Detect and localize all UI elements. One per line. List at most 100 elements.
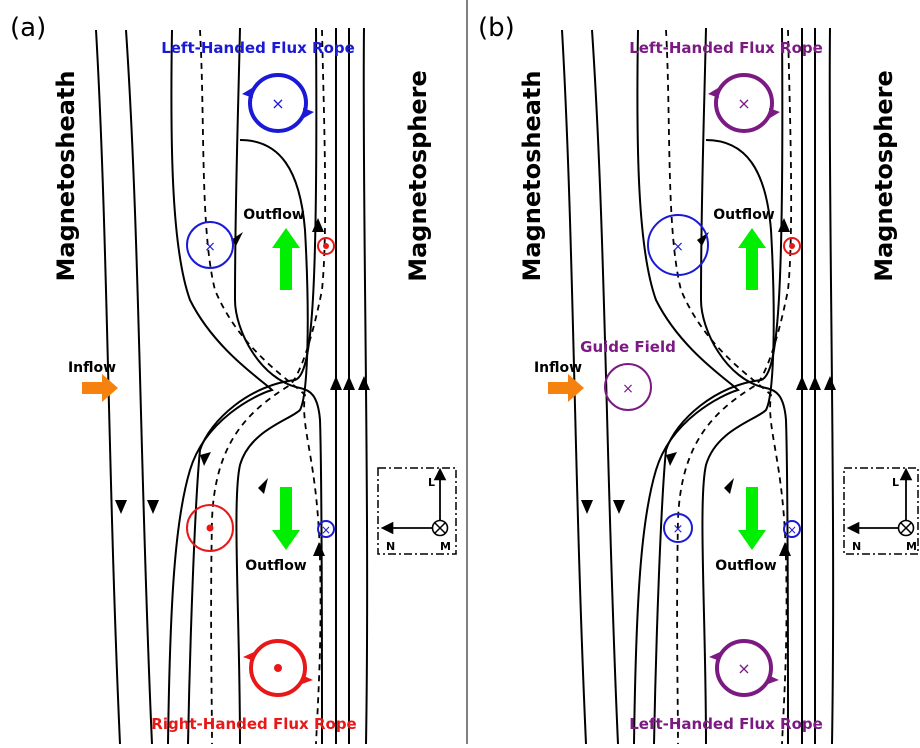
rope-rotation-arrow: [708, 88, 719, 98]
m-axis-cross: [434, 522, 446, 534]
reconnected-field-line: [187, 27, 318, 745]
flux-rope-circle: [714, 73, 774, 133]
reconnected-field-line: [653, 27, 784, 745]
field-arrow: [258, 478, 268, 494]
rope-rotation-arrow: [302, 675, 313, 684]
magnetosheath-label: Magnetosheath: [52, 71, 80, 282]
field-arrow: [796, 376, 808, 390]
field-arrow: [200, 452, 211, 466]
cross-symbol: ×: [204, 239, 216, 255]
cross-symbol: ×: [737, 659, 750, 678]
outflow-arrow-up: [272, 228, 300, 290]
current-circle: [783, 237, 801, 255]
separatrix: [199, 29, 322, 745]
field-line: [591, 29, 619, 745]
field-line: [362, 27, 369, 745]
rope-rotation-arrow: [242, 88, 253, 98]
m-axis-label: M: [906, 540, 917, 553]
flux-rope-circle: [248, 73, 308, 133]
top-rope-label: Left-Handed Flux Rope: [629, 39, 823, 57]
reconnected-field-line: [235, 139, 309, 745]
panel-label: (a): [10, 13, 46, 43]
current-circle: [186, 221, 234, 269]
guide-field-circle: [604, 363, 652, 411]
separatrix: [665, 29, 788, 745]
panel-a: (a) × Left-Handed Flux Rope: [10, 13, 457, 745]
cross-symbol: ×: [787, 523, 797, 537]
top-rope-label: Left-Handed Flux Rope: [161, 39, 355, 57]
current-circle: [783, 520, 801, 538]
rope-rotation-arrow: [243, 652, 254, 661]
inflow-label: Inflow: [534, 360, 582, 376]
field-arrow: [824, 376, 836, 390]
cross-symbol: ×: [672, 239, 684, 255]
reconnected-field-line: [699, 27, 789, 745]
cross-symbol: ×: [321, 523, 331, 537]
separatrix: [676, 29, 793, 745]
n-axis-label: N: [386, 540, 395, 553]
reconnected-field-line: [233, 27, 323, 745]
magnetosheath-label: Magnetosheath: [518, 71, 546, 282]
outflow-top-label: Outflow: [243, 207, 305, 223]
reconnected-field-line: [633, 29, 740, 745]
cross-symbol: ×: [271, 94, 284, 113]
rope-rotation-arrow: [768, 675, 779, 684]
outflow-top-label: Outflow: [713, 207, 775, 223]
flux-rope-circle: [715, 639, 773, 697]
panel-label: (b): [478, 13, 515, 43]
current-circle: [647, 214, 709, 276]
cross-symbol: ×: [622, 381, 634, 397]
reconnected-field-line: [167, 29, 274, 745]
outflow-bottom-label: Outflow: [245, 558, 307, 574]
field-arrow: [231, 232, 243, 246]
magnetosphere-label: Magnetosphere: [404, 70, 432, 282]
dot-symbol: [323, 243, 329, 249]
bottom-rope-label: Right-Handed Flux Rope: [151, 715, 356, 733]
panel-b: (b) × Left-Handed Flux Rope: [478, 13, 919, 745]
outflow-arrow-down: [738, 487, 766, 550]
field-arrow: [581, 500, 593, 514]
outflow-arrow-up: [738, 228, 766, 290]
bottom-rope-label: Left-Handed Flux Rope: [629, 715, 823, 733]
l-axis-label: L: [892, 476, 899, 489]
magnetosphere-label: Magnetosphere: [870, 70, 898, 282]
field-line: [125, 29, 153, 745]
guide-field-label: Guide Field: [580, 338, 676, 356]
dot-symbol: [789, 243, 795, 249]
field-line: [828, 27, 835, 745]
field-arrow: [724, 478, 734, 494]
field-arrow: [330, 376, 342, 390]
field-line: [95, 29, 121, 745]
inflow-arrow: [548, 374, 584, 402]
m-axis-label: M: [440, 540, 451, 553]
field-arrow: [809, 376, 821, 390]
cross-symbol: ×: [673, 522, 684, 537]
n-axis-label: N: [852, 540, 861, 553]
current-circle: [186, 504, 234, 552]
reconnected-field-line: [701, 139, 775, 745]
rope-rotation-arrow: [303, 108, 314, 118]
rope-rotation-arrow: [709, 652, 720, 661]
field-arrow: [666, 452, 677, 466]
field-arrow: [613, 500, 625, 514]
field-arrow: [147, 500, 159, 514]
dot-symbol: [274, 664, 282, 672]
outflow-arrow-down: [272, 487, 300, 550]
cross-symbol: ×: [737, 94, 750, 113]
field-arrow: [778, 218, 790, 232]
current-circle: [663, 513, 693, 543]
field-arrow: [312, 218, 324, 232]
field-arrow: [343, 376, 355, 390]
current-circle: [317, 520, 335, 538]
inflow-arrow: [82, 374, 118, 402]
flux-rope-circle: [249, 639, 307, 697]
field-line: [561, 29, 587, 745]
rope-rotation-arrow: [769, 108, 780, 118]
coordinate-box: [377, 467, 457, 555]
outflow-bottom-label: Outflow: [715, 558, 777, 574]
m-axis-cross: [900, 522, 912, 534]
current-circle: [317, 237, 335, 255]
dot-symbol: [206, 524, 214, 532]
